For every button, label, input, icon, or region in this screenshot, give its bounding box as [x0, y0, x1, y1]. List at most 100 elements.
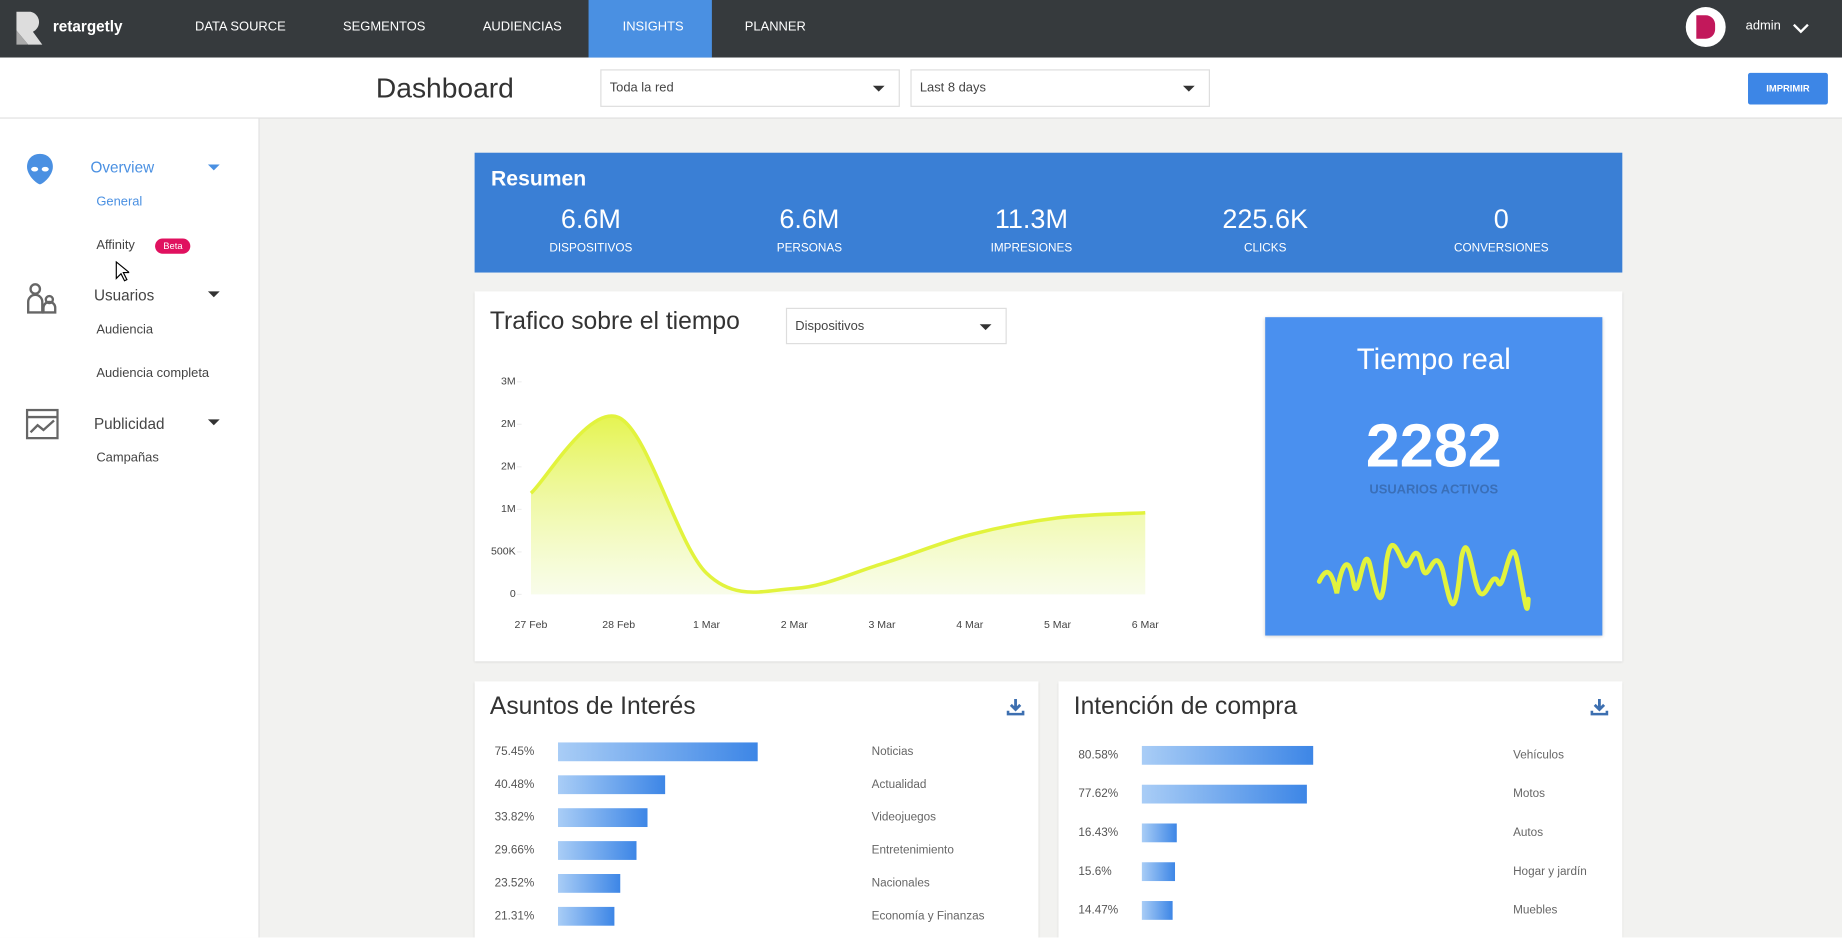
bar [1141, 901, 1173, 920]
bar [1141, 862, 1176, 882]
nav-item[interactable]: INSIGHTS [622, 19, 684, 35]
value-label: 23.52% [495, 876, 535, 889]
bar [558, 742, 758, 762]
summary [474, 152, 1623, 273]
metric-label: CONVERSIONES [1453, 241, 1549, 255]
menu-item[interactable]: General [96, 195, 143, 210]
bar [558, 775, 666, 795]
value-label: 40.48% [495, 778, 535, 791]
category-label: Noticias [872, 745, 914, 758]
users-icon [27, 283, 57, 314]
realtime-card [1265, 317, 1603, 636]
x-tick-label: 3 Mar [868, 619, 895, 631]
ads-icon [25, 408, 59, 440]
y-tick-label: 1M [501, 503, 516, 515]
value-label: 14.47% [1078, 904, 1118, 917]
metric-label: IMPRESIONES [990, 241, 1073, 255]
realtime-sparkline [1316, 543, 1531, 611]
section-caret[interactable] [207, 291, 220, 298]
top-bar [0, 0, 1842, 58]
value-label: 21.31% [495, 909, 535, 922]
page-title: Dashboard [375, 72, 514, 105]
menu-section[interactable]: Publicidad [93, 414, 165, 433]
menu-item[interactable]: Audiencia completa [96, 366, 210, 381]
download-icon[interactable] [1006, 698, 1025, 716]
metric-select[interactable]: Dispositivos [785, 307, 1007, 345]
x-tick-label: 5 Mar [1044, 619, 1071, 631]
menu-section[interactable]: Overview [90, 158, 155, 177]
nav-item[interactable]: DATA SOURCE [195, 19, 286, 35]
value-label: 33.82% [495, 811, 535, 824]
metric-value: 11.3M [994, 203, 1068, 234]
print-button[interactable]: IMPRIMIR [1748, 72, 1828, 105]
category-label: Hogar y jardín [1513, 865, 1587, 878]
line [529, 414, 1146, 594]
x-tick-label: 6 Mar [1132, 619, 1159, 631]
realtime-title: Tiempo real [1356, 343, 1511, 376]
nav-active-bg[interactable] [588, 0, 712, 58]
bar [1141, 784, 1307, 804]
nav-item[interactable]: PLANNER [744, 19, 806, 35]
menu-item[interactable]: Audiencia [96, 323, 154, 338]
x-tick-label: 28 Feb [602, 619, 635, 631]
category-label: Economía y Finanzas [872, 909, 985, 922]
category-label: Autos [1513, 826, 1543, 839]
realtime-label: USUARIOS ACTIVOS [1369, 482, 1499, 497]
category-label: Entretenimiento [872, 844, 955, 857]
avatar[interactable] [1685, 7, 1726, 47]
beta-badge: Beta [155, 238, 191, 254]
metric-value: 6.6M [779, 203, 840, 234]
range-select[interactable]: Last 8 days [910, 69, 1210, 107]
overview-icon [27, 153, 53, 185]
area [530, 415, 1146, 595]
value-label: 29.66% [495, 844, 535, 857]
chart-title: Intención de compra [1073, 693, 1298, 721]
logo [16, 11, 43, 45]
user-name[interactable]: admin [1745, 18, 1781, 33]
bar [558, 906, 615, 926]
section-caret[interactable] [207, 164, 220, 171]
value-label: 77.62% [1078, 787, 1118, 800]
value-label: 75.45% [495, 745, 535, 758]
nav-item[interactable]: AUDIENCIAS [482, 19, 562, 35]
menu-section[interactable]: Usuarios [93, 286, 155, 305]
select-text: Toda la red [609, 81, 674, 96]
metric-label: PERSONAS [776, 241, 843, 255]
metric-value: 0 [1493, 203, 1509, 234]
x-tick-label: 2 Mar [781, 619, 808, 631]
value-label: 15.6% [1078, 865, 1112, 878]
value-label: 80.58% [1078, 748, 1118, 761]
category-label: Vehículos [1513, 748, 1564, 761]
download-icon[interactable] [1590, 698, 1609, 716]
y-tick-label: 3M [501, 376, 516, 388]
menu-item[interactable]: Affinity [96, 238, 135, 253]
summary-title: Resumen [491, 166, 587, 191]
nav-item[interactable]: SEGMENTOS [343, 19, 426, 35]
purchase-card [1058, 681, 1623, 938]
category-label: Motos [1513, 787, 1545, 800]
chart-title: Trafico sobre el tiempo [489, 307, 740, 335]
sidebar [0, 118, 260, 938]
category-label: Muebles [1513, 904, 1557, 917]
bar [558, 874, 621, 893]
x-tick-label: 27 Feb [515, 619, 548, 631]
cursor [115, 260, 130, 282]
metric-value: 6.6M [560, 203, 621, 234]
y-tick-label: 500K [491, 546, 516, 558]
user-chevron[interactable] [1792, 22, 1809, 34]
menu-item[interactable]: Campañas [96, 451, 159, 466]
metric-label: DISPOSITIVOS [549, 241, 633, 255]
bar [1141, 745, 1314, 765]
select-text: Last 8 days [919, 81, 986, 96]
network-select[interactable]: Toda la red [600, 69, 900, 107]
category-label: Actualidad [872, 778, 927, 791]
section-caret[interactable] [207, 419, 220, 426]
bar [558, 808, 648, 828]
chart-title: Asuntos de Interés [489, 693, 696, 721]
y-tick-label: 2M [501, 418, 516, 430]
category-label: Nacionales [872, 876, 930, 889]
y-tick-label: 2M [501, 461, 516, 473]
